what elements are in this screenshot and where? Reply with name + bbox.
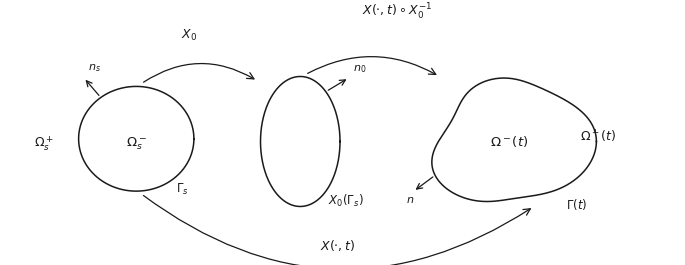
Text: $n$: $n$ <box>406 195 414 205</box>
Text: $\Omega_s^-$: $\Omega_s^-$ <box>126 135 147 152</box>
Text: $X(\cdot,t)\circ X_0^{-1}$: $X(\cdot,t)\circ X_0^{-1}$ <box>362 2 432 22</box>
Text: $\Omega^+(t)$: $\Omega^+(t)$ <box>580 129 616 145</box>
Text: $X_0$: $X_0$ <box>182 28 197 43</box>
Text: $\Omega^-(t)$: $\Omega^-(t)$ <box>490 134 528 149</box>
Text: $X_0(\Gamma_s)$: $X_0(\Gamma_s)$ <box>328 193 364 209</box>
Text: $n_s$: $n_s$ <box>88 62 101 74</box>
Text: $\Gamma(t)$: $\Gamma(t)$ <box>566 197 587 213</box>
Text: $\Gamma_s$: $\Gamma_s$ <box>176 182 188 197</box>
Text: $n_0$: $n_0$ <box>353 63 366 75</box>
Text: $X(\cdot,t)$: $X(\cdot,t)$ <box>320 238 355 253</box>
Text: $\Omega_s^+$: $\Omega_s^+$ <box>34 134 53 153</box>
